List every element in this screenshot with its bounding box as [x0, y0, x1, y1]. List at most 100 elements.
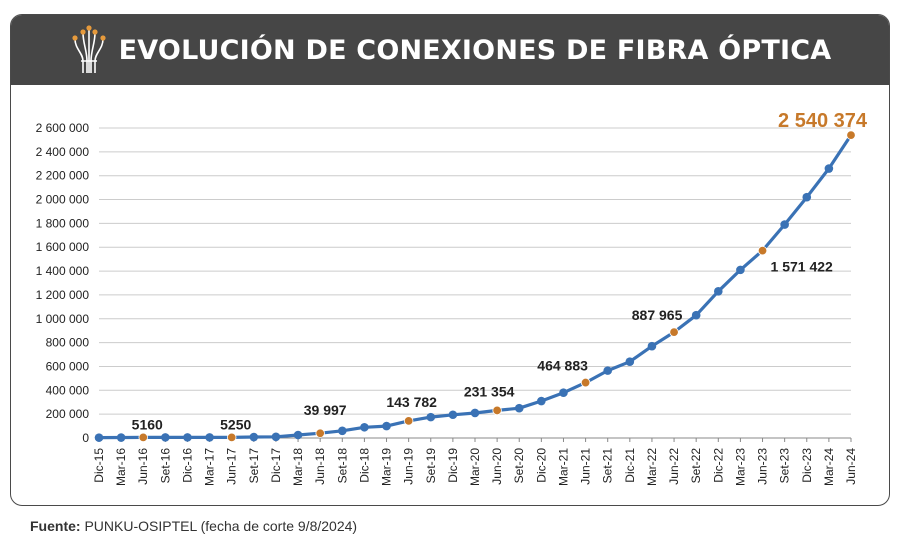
- x-tick-label: Set-19: [424, 448, 438, 484]
- data-point: [559, 388, 568, 397]
- y-tick-label: 0: [82, 431, 89, 445]
- data-point: [647, 341, 657, 351]
- y-tick-label: 2 600 000: [36, 121, 90, 135]
- x-tick-label: Mar-18: [291, 448, 305, 486]
- x-tick-label: Dic-16: [180, 448, 194, 483]
- x-tick-label: Mar-23: [733, 448, 747, 486]
- data-point: [161, 433, 170, 442]
- data-point: [802, 192, 812, 202]
- data-point: [780, 220, 789, 229]
- source-label: Fuente:: [30, 518, 81, 534]
- x-tick-label: Mar-20: [468, 448, 482, 486]
- y-tick-label: 600 000: [46, 359, 90, 373]
- data-point: [514, 403, 524, 413]
- data-point: [382, 421, 391, 431]
- x-tick-label: Dic-19: [446, 448, 460, 483]
- x-tick-label: Mar-19: [380, 448, 394, 486]
- data-label: 887 965: [632, 307, 683, 323]
- data-point: [271, 432, 281, 442]
- x-tick-label: Jun-18: [313, 448, 327, 485]
- x-tick-label: Mar-24: [822, 448, 836, 486]
- data-point: [183, 433, 192, 442]
- data-point: [205, 433, 214, 442]
- data-label: 231 354: [464, 383, 515, 399]
- x-tick-label: Jun-16: [136, 448, 150, 485]
- data-label: 1 571 422: [771, 259, 833, 275]
- highlighted-data-point: [492, 405, 502, 416]
- y-tick-label: 2 200 000: [36, 169, 90, 183]
- x-tick-label: Set-17: [247, 448, 261, 484]
- x-tick-label: Jun-22: [667, 448, 681, 485]
- data-point: [691, 310, 701, 320]
- title-bar: EVOLUCIÓN DE CONEXIONES DE FIBRA ÓPTICA: [11, 15, 889, 85]
- fiber-optic-icon: [72, 25, 106, 73]
- x-tick-label: Dic-15: [92, 448, 106, 483]
- x-tick-label: Set-21: [601, 448, 615, 484]
- x-tick-label: Dic-17: [269, 448, 283, 483]
- y-tick-label: 800 000: [46, 336, 90, 350]
- x-tick-label: Jun-23: [756, 448, 770, 485]
- x-tick-label: Mar-22: [645, 448, 659, 486]
- highlighted-data-point: [669, 327, 679, 337]
- highlighted-data-point: [227, 432, 237, 443]
- x-tick-label: Dic-21: [623, 448, 637, 483]
- data-point: [249, 432, 259, 442]
- highlighted-data-point: [757, 245, 768, 256]
- data-point: [625, 357, 635, 366]
- highlighted-data-point: [403, 416, 414, 426]
- chart-card: EVOLUCIÓN DE CONEXIONES DE FIBRA ÓPTICA: [10, 14, 890, 506]
- data-point: [713, 287, 723, 296]
- data-point: [426, 412, 436, 422]
- highlighted-data-point: [315, 428, 325, 438]
- source-text: PUNKU-OSIPTEL (fecha de corte 9/8/2024): [84, 518, 358, 534]
- x-tick-label: Dic-23: [800, 448, 814, 483]
- data-point: [116, 433, 126, 442]
- y-tick-label: 2 400 000: [36, 145, 90, 159]
- y-tick-label: 1 400 000: [36, 264, 90, 278]
- y-tick-label: 1 600 000: [36, 240, 90, 254]
- x-tick-label: Jun-19: [402, 448, 416, 485]
- data-label: 464 883: [537, 358, 588, 374]
- x-tick-label: Set-23: [778, 448, 792, 484]
- data-point: [94, 433, 104, 442]
- data-label: 5250: [220, 416, 251, 432]
- data-label: 39 997: [304, 402, 347, 418]
- x-tick-label: Set-18: [335, 448, 349, 484]
- highlighted-data-point: [846, 130, 856, 140]
- x-tick-label: Jun-17: [225, 448, 239, 485]
- data-label: 143 782: [386, 394, 437, 410]
- data-point: [293, 430, 303, 440]
- y-tick-label: 1 000 000: [36, 312, 90, 326]
- y-tick-label: 200 000: [46, 407, 90, 421]
- data-point: [448, 410, 458, 420]
- y-tick-label: 2 000 000: [36, 193, 90, 207]
- data-point: [824, 164, 834, 173]
- x-tick-label: Jun-24: [844, 448, 858, 485]
- highlighted-data-point: [138, 432, 148, 443]
- source-note: Fuente: PUNKU-OSIPTEL (fecha de corte 9/…: [30, 518, 357, 534]
- x-tick-label: Dic-20: [534, 448, 548, 483]
- y-tick-label: 1 800 000: [36, 216, 90, 230]
- data-point: [736, 265, 745, 275]
- chart-title: EVOLUCIÓN DE CONEXIONES DE FIBRA ÓPTICA: [118, 34, 832, 66]
- x-tick-label: Dic-18: [357, 448, 371, 483]
- data-point: [360, 422, 369, 432]
- y-tick-label: 400 000: [46, 383, 90, 397]
- final-value-label: 2 540 374: [778, 110, 868, 132]
- x-tick-label: Mar-16: [114, 448, 128, 486]
- highlighted-data-point: [580, 377, 591, 388]
- x-tick-label: Set-20: [512, 448, 526, 484]
- data-label: 5160: [132, 416, 163, 432]
- x-tick-label: Jun-20: [490, 448, 504, 485]
- data-point: [603, 366, 613, 375]
- x-tick-label: Set-16: [158, 448, 172, 484]
- y-tick-label: 1 200 000: [36, 288, 90, 302]
- data-point: [337, 426, 347, 436]
- x-tick-label: Dic-22: [711, 448, 725, 483]
- x-tick-label: Jun-21: [579, 448, 593, 485]
- x-tick-label: Mar-17: [203, 448, 217, 486]
- x-tick-label: Set-22: [689, 448, 703, 484]
- data-point: [470, 408, 480, 418]
- x-tick-label: Mar-21: [556, 448, 570, 486]
